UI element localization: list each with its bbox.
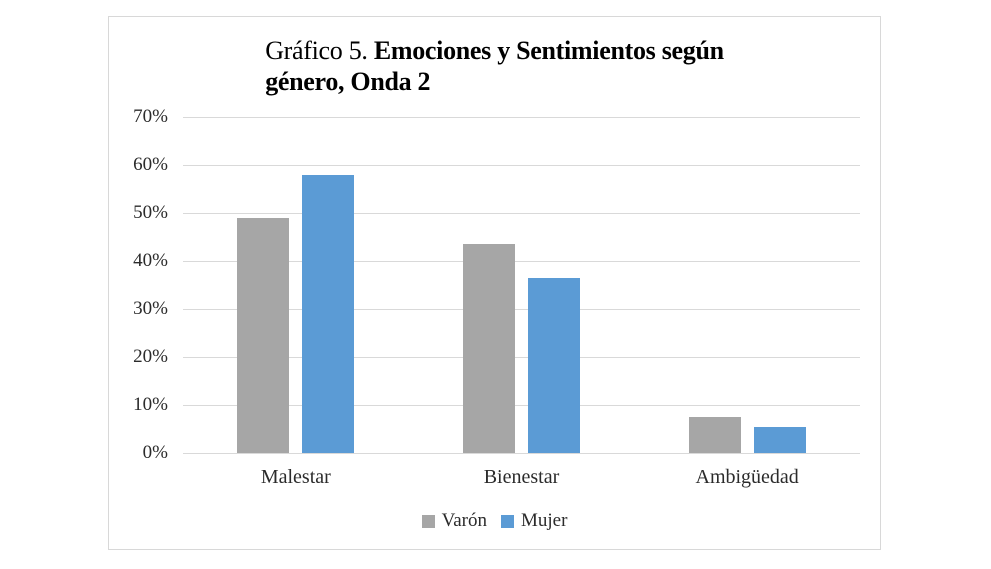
chart-title-prefix: Gráfico 5. (265, 36, 374, 65)
x-category-label-ambigüedad: Ambigüedad (695, 466, 799, 488)
gridline-60% (183, 164, 860, 166)
plot-area (183, 116, 860, 454)
bar-varón-bienestar (463, 244, 515, 453)
chart-title-main: Emociones y Sentimientos según (373, 36, 724, 65)
legend-swatch-mujer (500, 514, 514, 528)
y-tick-label-60%: 60% (133, 154, 168, 175)
y-tick-label-50%: 50% (133, 202, 168, 223)
chart-container: Gráfico 5. Emociones y Sentimientos segú… (108, 16, 881, 550)
gridline-20% (183, 356, 860, 358)
legend: Varón Mujer (109, 510, 880, 532)
legend-swatch-varón (421, 514, 435, 528)
chart-title-line2: género, Onda 2 (265, 67, 431, 96)
y-tick-label-40%: 40% (133, 250, 168, 271)
x-category-label-malestar: Malestar (260, 466, 331, 488)
y-tick-label-10%: 10% (133, 394, 168, 415)
gridline-10% (183, 404, 860, 406)
gridline-0% (183, 452, 860, 454)
legend-label-varón: Varón (441, 510, 487, 531)
gridline-40% (183, 260, 860, 262)
legend-item-mujer: Mujer (500, 510, 568, 532)
chart-title-wrap: Gráfico 5. Emociones y Sentimientos segú… (109, 35, 880, 97)
y-tick-label-0%: 0% (142, 442, 168, 463)
gridline-50% (183, 212, 860, 214)
bar-mujer-malestar (302, 174, 355, 453)
bar-varón-ambigüedad (688, 417, 741, 453)
chart-title-line1: Gráfico 5. Emociones y Sentimientos segú… (265, 35, 724, 66)
chart-title: Gráfico 5. Emociones y Sentimientos segú… (265, 35, 724, 97)
y-tick-label-20%: 20% (133, 346, 168, 367)
bar-varón-malestar (237, 217, 290, 453)
x-category-label-bienestar: Bienestar (483, 466, 560, 488)
bar-mujer-bienestar (528, 277, 580, 453)
y-tick-label-30%: 30% (133, 298, 168, 319)
legend-item-varón: Varón (421, 510, 487, 532)
bar-mujer-ambigüedad (753, 426, 806, 453)
gridline-70% (183, 116, 860, 118)
legend-label-mujer: Mujer (520, 510, 568, 531)
gridline-30% (183, 308, 860, 310)
y-tick-label-70%: 70% (133, 106, 168, 127)
